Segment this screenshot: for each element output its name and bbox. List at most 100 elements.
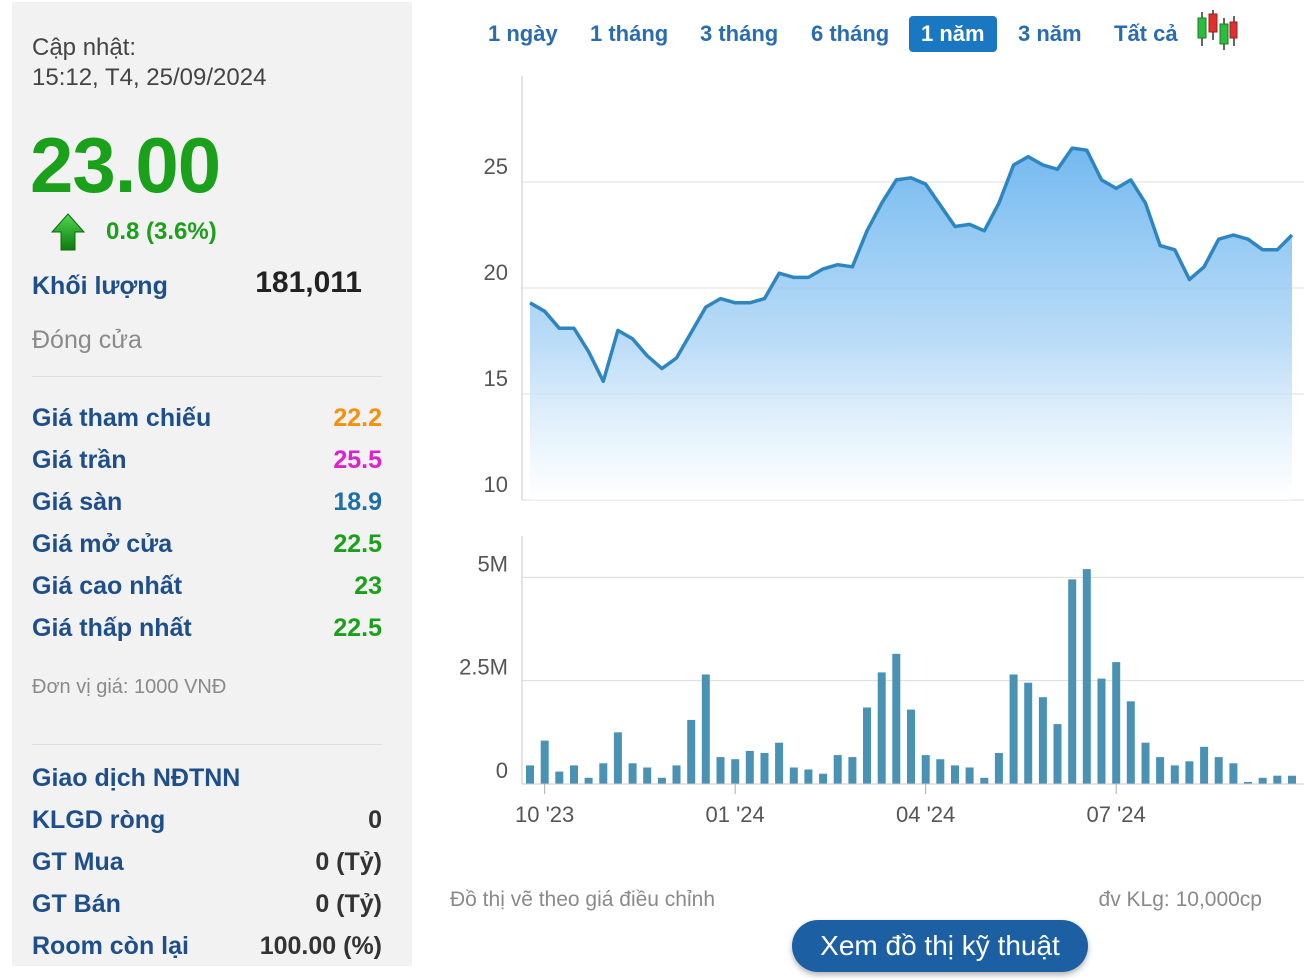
- volume-bar: [1244, 781, 1252, 784]
- volume-bar: [965, 767, 974, 784]
- volume-bar: [731, 759, 740, 784]
- candlestick-icon[interactable]: [1194, 10, 1240, 50]
- volume-bar: [848, 757, 857, 784]
- tab-3-years[interactable]: 3 năm: [1018, 21, 1082, 46]
- foreign-row-net-volume: KLGD ròng 0: [32, 806, 382, 840]
- volume-bar: [701, 674, 710, 784]
- volume-bar: [1170, 765, 1179, 784]
- volume-bar: [1024, 682, 1033, 784]
- volume-bar: [1112, 662, 1121, 784]
- volume-bar: [1053, 724, 1062, 784]
- price-row-label: Giá tham chiếu: [32, 404, 212, 432]
- volume-bar: [892, 653, 901, 784]
- market-status: Đóng cửa: [32, 326, 142, 354]
- volume-bar: [613, 732, 622, 784]
- volume-bar: [526, 765, 534, 784]
- volume-bar: [1229, 763, 1238, 784]
- foreign-row-label: KLGD ròng: [32, 806, 166, 834]
- price-row-ceiling: Giá trần 25.5: [32, 446, 382, 480]
- price-row-value: 22.2: [333, 404, 382, 432]
- volume-bar: [1185, 761, 1194, 784]
- price-y-tick-label: 10: [484, 472, 508, 497]
- volume-bar: [1258, 777, 1267, 784]
- volume-bar: [716, 757, 725, 784]
- tab-6-months[interactable]: 6 tháng: [811, 21, 890, 46]
- price-row-value: 23: [354, 572, 382, 600]
- foreign-row-label: GT Mua: [32, 848, 124, 876]
- tab-1-month[interactable]: 1 tháng: [590, 21, 669, 46]
- volume-bar: [1156, 757, 1165, 784]
- price-row-reference: Giá tham chiếu 22.2: [32, 404, 382, 438]
- volume-bar: [804, 769, 813, 784]
- foreign-row-value: 100.00 (%): [259, 932, 382, 960]
- price-row-high: Giá cao nhất 23: [32, 572, 382, 606]
- price-y-tick-label: 15: [484, 366, 508, 391]
- volume-label: Khối lượng: [32, 272, 168, 300]
- price-row-value: 22.5: [333, 614, 382, 642]
- chart-adjusted-note: Đồ thị vẽ theo giá điều chỉnh: [450, 888, 716, 911]
- volume-bar: [951, 765, 959, 784]
- up-arrow-icon: [50, 213, 86, 251]
- tab-1-year[interactable]: 1 năm: [909, 16, 997, 52]
- volume-bar: [921, 755, 930, 784]
- volume-y-tick-label: 2.5M: [459, 655, 508, 680]
- price-row-open: Giá mở cửa 22.5: [32, 530, 382, 564]
- x-tick-label: 07 '24: [1087, 802, 1146, 827]
- volume-bar: [687, 719, 696, 784]
- volume-value: 181,011: [255, 266, 362, 299]
- volume-bar: [1038, 697, 1047, 784]
- price-unit-note: Đơn vị giá: 1000 VNĐ: [32, 676, 227, 698]
- price-row-value: 25.5: [333, 446, 382, 474]
- volume-bar: [672, 765, 681, 784]
- volume-bar: [540, 740, 549, 784]
- current-price: 23.00: [30, 121, 221, 209]
- volume-bar: [628, 763, 637, 784]
- foreign-row-buy-value: GT Mua 0 (Tỷ): [32, 848, 382, 882]
- foreign-row-value: 0 (Tỷ): [315, 890, 382, 918]
- volume-bar: [1068, 579, 1077, 784]
- volume-bar: [1009, 674, 1018, 784]
- price-y-tick-label: 20: [484, 260, 508, 285]
- tab-1-day[interactable]: 1 ngày: [488, 21, 558, 46]
- price-row-label: Giá sàn: [32, 488, 123, 516]
- volume-bar: [745, 750, 754, 784]
- price-volume-chart: 10 15 20 25 0 2.5M 5M 10 '23 01 '24 04 '24 07 '2…: [459, 76, 1304, 827]
- volume-bar: [1126, 701, 1135, 784]
- foreign-row-label: GT Bán: [32, 890, 121, 918]
- volume-bar: [1200, 746, 1209, 784]
- volume-bar: [819, 773, 828, 784]
- foreign-row-room: Room còn lại 100.00 (%): [32, 932, 382, 966]
- volume-bar: [1214, 757, 1223, 784]
- volume-bar: [877, 672, 886, 784]
- volume-bar: [1273, 775, 1282, 784]
- update-time: 15:12, T4, 25/09/2024: [32, 64, 267, 91]
- price-row-floor: Giá sàn 18.9: [32, 488, 382, 522]
- volume-bar: [1097, 678, 1106, 784]
- technical-chart-button[interactable]: Xem đồ thị kỹ thuật: [792, 920, 1088, 972]
- price-row-value: 22.5: [333, 530, 382, 558]
- volume-bar: [833, 755, 842, 784]
- volume-bar: [775, 742, 784, 784]
- stock-info-panel: Cập nhật: 15:12, T4, 25/09/2024 23.00 0.…: [12, 2, 412, 966]
- x-tick-label: 10 '23: [515, 802, 574, 827]
- tab-3-months[interactable]: 3 tháng: [700, 21, 779, 46]
- price-area-fill: [530, 148, 1292, 500]
- volume-bar: [1141, 742, 1150, 784]
- volume-y-tick-label: 0: [496, 758, 508, 783]
- divider: [32, 744, 382, 745]
- volume-y-tick-label: 5M: [477, 551, 508, 576]
- volume-bar: [994, 753, 1003, 784]
- price-row-label: Giá trần: [32, 446, 127, 474]
- update-label: Cập nhật:: [32, 34, 137, 61]
- volume-bar: [643, 767, 652, 784]
- volume-bar: [863, 707, 871, 784]
- tab-all[interactable]: Tất cả: [1114, 21, 1178, 46]
- x-tick-label: 01 '24: [706, 802, 765, 827]
- x-tick-label: 04 '24: [896, 802, 955, 827]
- price-row-label: Giá thấp nhất: [32, 614, 192, 642]
- price-row-low: Giá thấp nhất 22.5: [32, 614, 382, 648]
- volume-bar: [599, 763, 608, 784]
- foreign-row-label: Room còn lại: [32, 932, 189, 960]
- volume-bar: [980, 777, 989, 784]
- foreign-row-value: 0 (Tỷ): [315, 848, 382, 876]
